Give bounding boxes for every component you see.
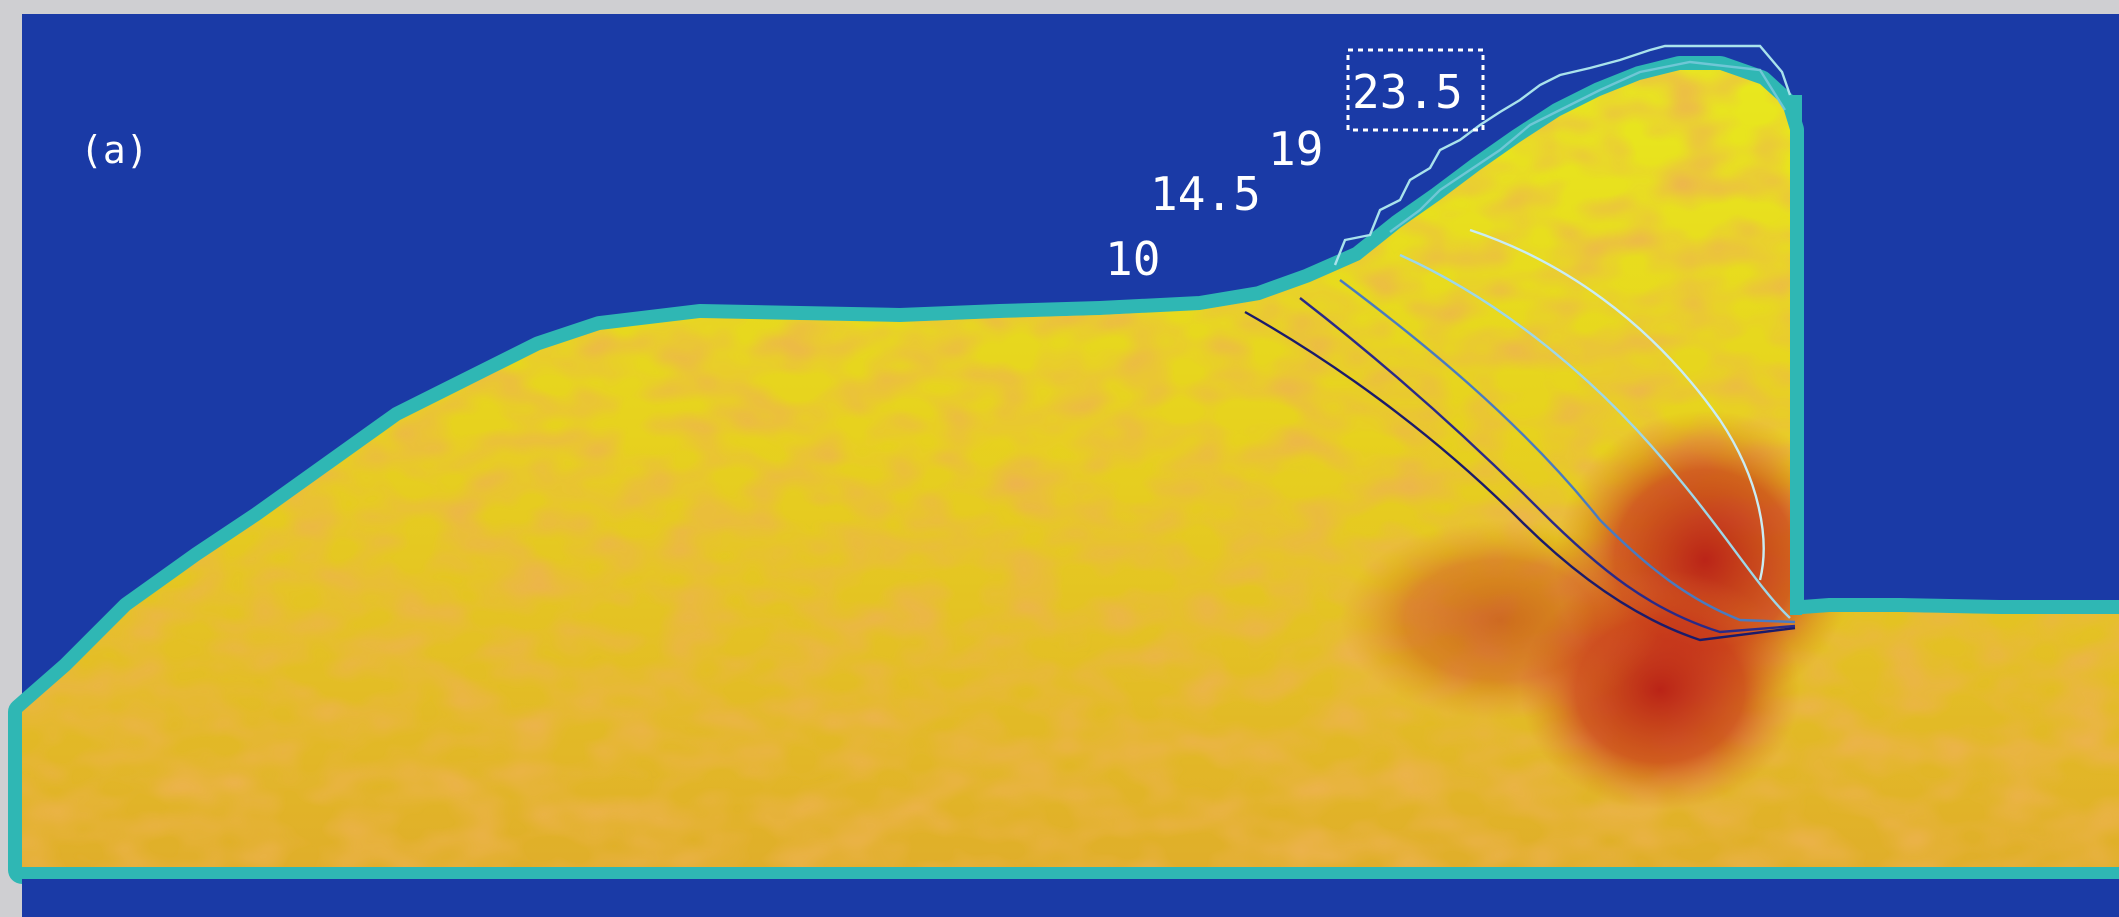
- contour-line-23-5: [1399, 253, 1791, 619]
- contour-free-surface-23-5: [1333, 44, 1792, 266]
- contour-line-10: [1244, 310, 1796, 642]
- contour-label-14-5: 14.5: [1150, 167, 1261, 221]
- contour-line-19: [1339, 279, 1796, 624]
- contour-lines: [1244, 44, 1796, 642]
- gate-wall-edge: [1790, 95, 1802, 615]
- panel-label: (a): [80, 128, 149, 172]
- contour-label-23-5: 23.5: [1352, 65, 1463, 119]
- bottom-wall-strip: [22, 867, 2119, 879]
- contour-line-14-5: [1299, 297, 1796, 634]
- contour-label-23-5-box: [1346, 48, 1485, 132]
- contour-free-surface-19: [1389, 60, 1787, 233]
- contour-label-19: 19: [1268, 122, 1323, 176]
- contour-label-10: 10: [1105, 232, 1160, 286]
- contour-line-inner: [1469, 228, 1765, 581]
- high-value-band: [1340, 520, 1660, 720]
- bottom-wall: [22, 879, 2119, 917]
